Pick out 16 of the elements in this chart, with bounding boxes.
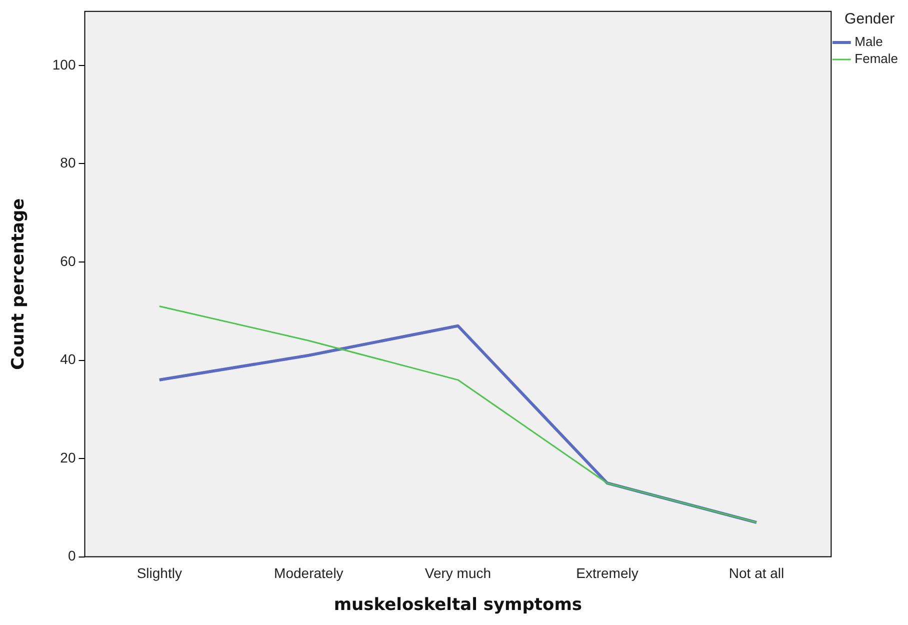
y-tick-label: 100 [52,56,76,72]
y-axis-title: Count percentage [8,198,29,370]
y-tick-label: 40 [60,351,76,368]
legend-title: Gender [844,10,895,28]
y-tick-label: 80 [60,154,76,171]
x-tick-label: Moderately [274,565,344,582]
legend-label: Male [854,34,883,50]
y-tick-label: 60 [60,252,76,269]
x-tick-label: Very much [424,565,492,582]
y-tick-label: 20 [60,449,76,466]
y-tick-label: 0 [68,548,76,564]
legend-label: Female [854,51,898,66]
x-tick-label: Extremely [576,565,638,582]
x-tick-label: Slightly [136,565,182,582]
x-tick-label: Not at all [728,565,784,582]
x-axis-title: muskeloskeltal symptoms [334,595,582,616]
